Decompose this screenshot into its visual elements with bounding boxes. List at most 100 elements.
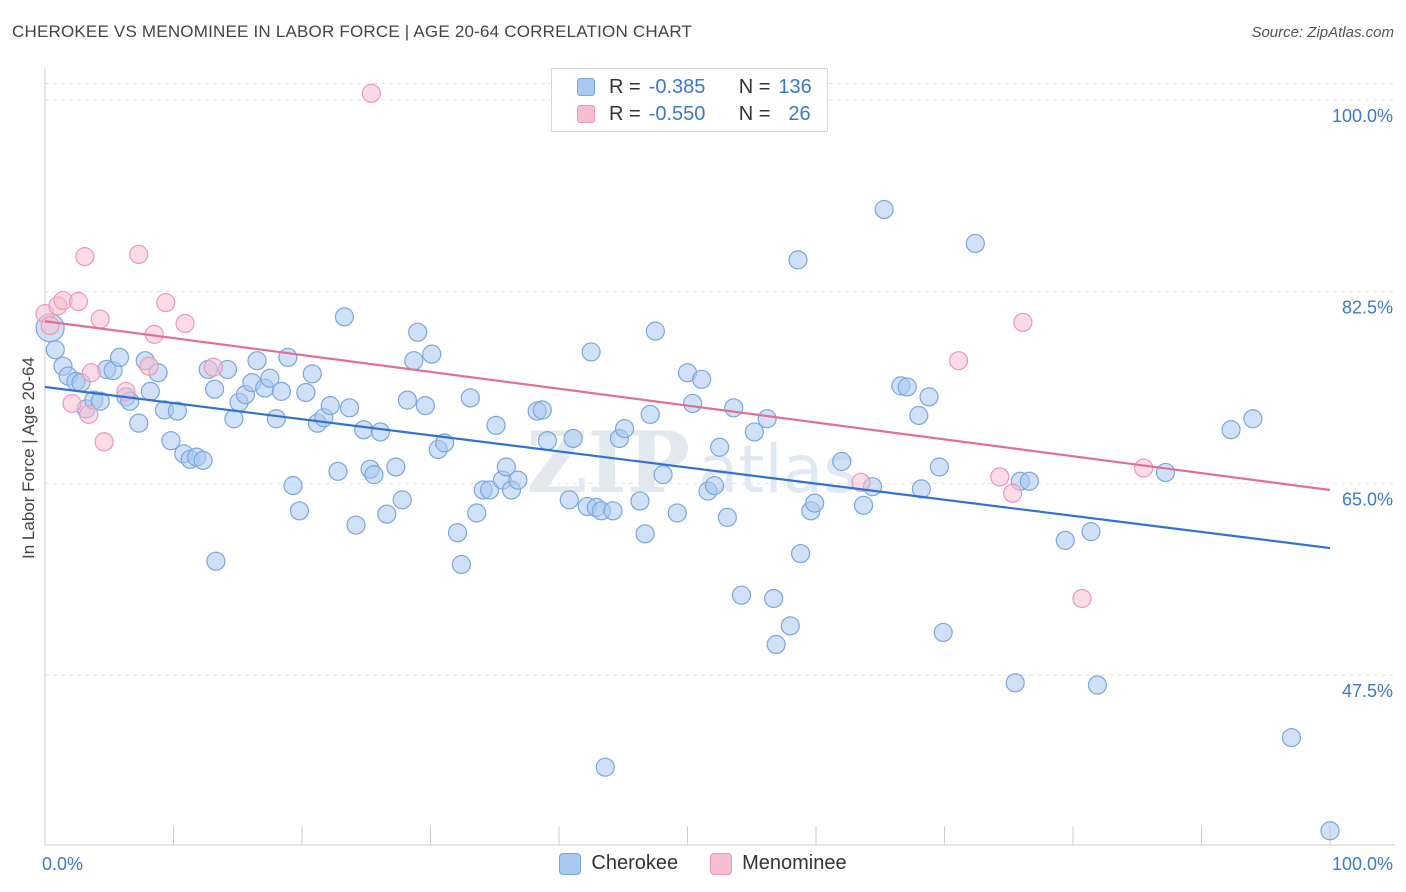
trend-lines xyxy=(44,320,1331,550)
cherokee-point xyxy=(1243,409,1263,429)
legend-n-value: 136 xyxy=(778,75,812,98)
menominee-point xyxy=(94,432,114,452)
cherokee-point xyxy=(710,437,730,457)
menominee-point xyxy=(851,472,871,492)
cherokee-point xyxy=(805,493,825,513)
menominee-point xyxy=(156,293,176,313)
legend-label: Cherokee xyxy=(591,852,679,874)
cherokee-point xyxy=(537,431,558,451)
cherokee-point xyxy=(508,470,528,490)
cherokee-point xyxy=(386,457,406,477)
cherokee-point xyxy=(1019,471,1039,491)
cherokee-point xyxy=(109,347,130,368)
cherokee-point xyxy=(614,419,635,439)
cherokee-point xyxy=(766,634,786,655)
series-legend: Cherokee Menominee xyxy=(0,852,1406,875)
menominee-point xyxy=(203,357,223,377)
cherokee-point xyxy=(334,307,355,327)
menominee-point xyxy=(949,351,969,371)
menominee-point xyxy=(75,247,95,267)
cherokee-point xyxy=(853,495,874,515)
y-tick-label: 65.0% xyxy=(1342,489,1393,509)
cherokee-point xyxy=(731,585,752,605)
cherokee-point xyxy=(408,322,428,342)
cherokee-point xyxy=(370,422,390,442)
cherokee-point xyxy=(832,451,852,472)
cherokee-point xyxy=(346,515,366,535)
cherokee-point xyxy=(1281,728,1302,748)
cherokee-point xyxy=(205,379,225,399)
cherokee-trend-line xyxy=(44,385,1331,550)
cherokee-point xyxy=(603,501,623,521)
cherokee-point xyxy=(909,405,929,426)
cherokee-point xyxy=(757,409,777,429)
cherokee-point xyxy=(415,396,435,416)
cherokee-point xyxy=(460,388,480,408)
cherokee-swatch xyxy=(577,78,595,96)
menominee-swatch xyxy=(577,105,595,123)
legend-r-label: R = xyxy=(609,102,641,125)
tick-labels: 100.0% 82.5% 65.0% 47.5% 0.0% 100.0% xyxy=(42,106,1393,874)
cherokee-point xyxy=(692,369,712,389)
legend-label: Menominee xyxy=(742,852,847,874)
menominee-trend-line xyxy=(44,320,1331,492)
cherokee-point xyxy=(667,503,687,523)
cherokee-point xyxy=(140,381,160,401)
menominee-point xyxy=(81,363,101,383)
cherokee-point xyxy=(354,420,374,440)
cherokee-point xyxy=(161,431,181,451)
cherokee-point xyxy=(965,233,985,254)
cherokee-point xyxy=(653,465,673,485)
menominee-legend-swatch xyxy=(710,852,733,875)
cherokee-point xyxy=(933,622,953,643)
menominee-point xyxy=(68,291,89,312)
cherokee-point xyxy=(260,368,280,388)
legend-r-label: R = xyxy=(609,75,641,98)
cherokee-point xyxy=(397,390,417,410)
watermark-zip: ZIP xyxy=(526,413,690,512)
cherokee-point xyxy=(645,321,665,341)
cherokee-legend-swatch xyxy=(559,852,582,875)
cherokee-point xyxy=(595,757,615,777)
cherokee-point xyxy=(278,347,298,368)
cherokee-point xyxy=(559,490,579,510)
menominee-point xyxy=(175,313,195,334)
cherokee-point xyxy=(90,391,110,411)
cherokee-point xyxy=(422,344,442,364)
cherokee-point xyxy=(563,428,583,449)
menominee-point xyxy=(90,309,110,329)
cherokee-point xyxy=(1221,420,1241,440)
cherokee-point xyxy=(581,342,601,362)
cherokee-point xyxy=(404,351,424,371)
cherokee-point xyxy=(1055,530,1075,550)
cherokee-point xyxy=(467,503,487,523)
cherokee-point xyxy=(763,588,784,609)
menominee-point xyxy=(129,244,149,265)
legend-item-menominee: Menominee xyxy=(710,852,847,875)
cherokee-point xyxy=(302,364,322,384)
y-tick-label: 100.0% xyxy=(1332,106,1393,126)
cherokee-point xyxy=(496,457,516,477)
legend-item-cherokee: Cherokee xyxy=(559,852,678,875)
cherokee-point xyxy=(897,377,917,397)
cherokee-point xyxy=(683,393,703,414)
y-tick-label: 47.5% xyxy=(1342,681,1393,701)
menominee-point xyxy=(79,404,99,424)
correlation-legend: R = -0.385 N = 136 R = -0.550 N = 26 xyxy=(551,68,828,132)
chart-source: Source: ZipAtlas.com xyxy=(1251,24,1394,41)
cherokee-point xyxy=(704,476,725,496)
cherokee-point xyxy=(320,396,340,416)
legend-n-label: N = xyxy=(738,75,771,98)
menominee-point xyxy=(361,83,381,103)
cherokee-point xyxy=(45,340,65,360)
legend-row-cherokee: R = -0.385 N = 136 xyxy=(577,74,812,100)
cherokee-point xyxy=(296,382,316,403)
cherokee-point xyxy=(271,381,292,401)
cherokee-point xyxy=(744,422,764,442)
legend-r-value: -0.550 xyxy=(648,102,706,125)
menominee-point xyxy=(62,393,82,414)
cherokee-point xyxy=(167,401,187,421)
legend-r-value: -0.385 xyxy=(648,75,706,98)
cherokee-point xyxy=(129,413,149,433)
